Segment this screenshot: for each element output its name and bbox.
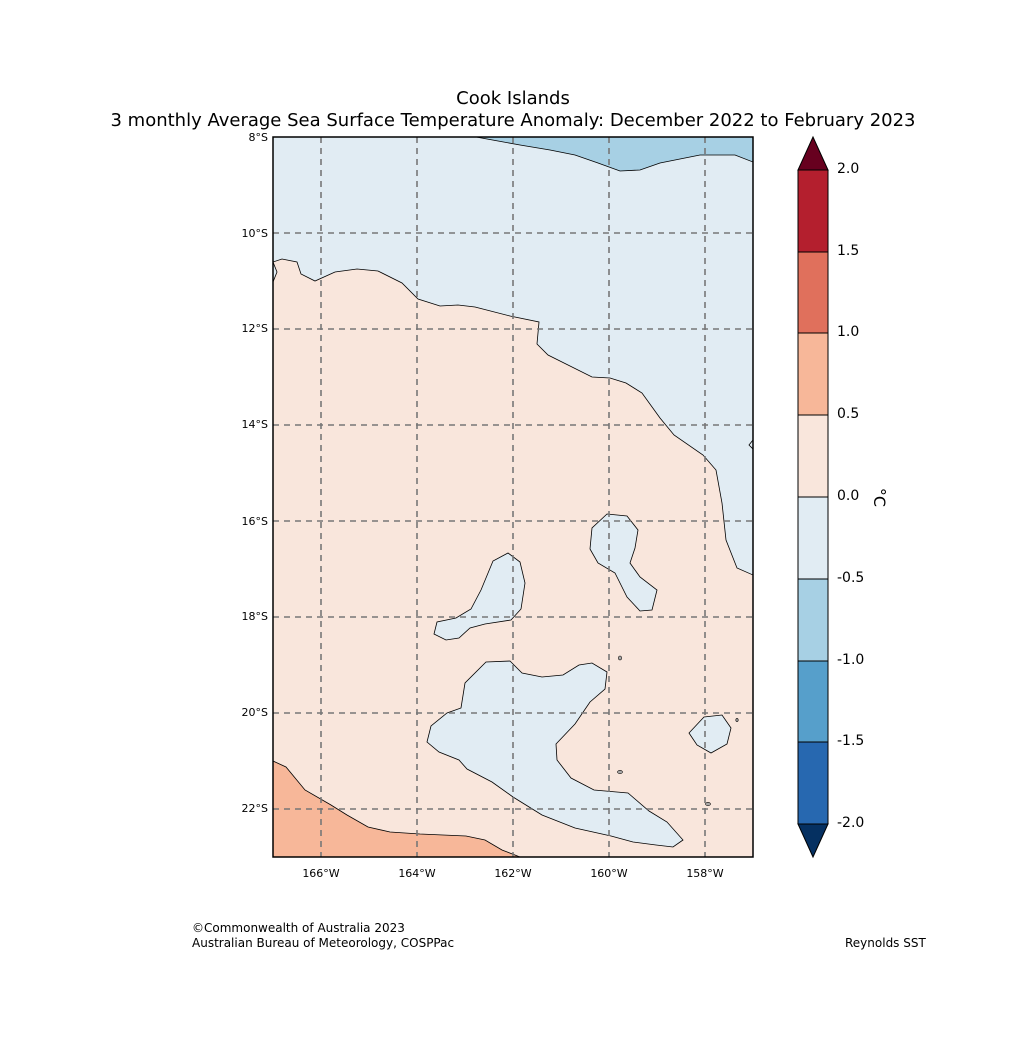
data-source-text: Reynolds SST xyxy=(845,936,926,950)
map-frame xyxy=(272,136,754,858)
colorbar-band-05-10 xyxy=(797,332,829,416)
colorbar-band-n15-n10 xyxy=(797,660,829,743)
lat-label: 16°S xyxy=(241,515,268,528)
lat-label: 12°S xyxy=(241,322,268,335)
colorbar-tick: -1.0 xyxy=(837,652,865,668)
colorbar-band-10-15 xyxy=(797,251,829,334)
lat-label: 10°S xyxy=(241,227,268,240)
lat-label: 22°S xyxy=(241,802,268,815)
colorbar-tick: 1.0 xyxy=(837,324,860,340)
lat-label: 20°S xyxy=(241,706,268,719)
lat-label: 14°S xyxy=(241,418,268,431)
lat-label: 8°S xyxy=(248,131,268,144)
region-cool-top xyxy=(475,137,753,172)
colorbar-tick: -0.5 xyxy=(837,570,865,586)
colorbar-tick: -1.5 xyxy=(837,733,865,749)
colorbar-tick: 0.0 xyxy=(837,488,860,504)
patch-cool-4 xyxy=(688,714,732,754)
lon-label: 158°W xyxy=(686,867,724,880)
patch-cool-1 xyxy=(433,552,526,641)
map-title: Cook Islands xyxy=(456,88,570,109)
lon-label: 160°W xyxy=(590,867,628,880)
colorbar-extend-bottom xyxy=(797,823,829,859)
colorbar-band-n10-n05 xyxy=(797,578,829,662)
region-cool-north xyxy=(273,137,753,576)
colorbar-band-n05-00 xyxy=(797,496,829,580)
colorbar-band-15-20 xyxy=(797,169,829,253)
colorbar-tick: -2.0 xyxy=(837,815,865,831)
colorbar-band-00-05 xyxy=(797,414,829,498)
copyright-text: ©Commonwealth of Australia 2023 xyxy=(192,921,405,935)
colorbar-tick: 0.5 xyxy=(837,406,860,422)
colorbar-tick: 2.0 xyxy=(837,161,860,177)
map-subtitle: 3 monthly Average Sea Surface Temperatur… xyxy=(110,110,916,131)
region-warm-sw xyxy=(273,760,521,857)
lon-label: 166°W xyxy=(302,867,340,880)
lon-label: 162°W xyxy=(494,867,532,880)
colorbar-extend-top xyxy=(797,135,829,171)
agency-text: Australian Bureau of Meteorology, COSPPa… xyxy=(192,936,455,950)
colorbar-band-n20-n15 xyxy=(797,741,829,825)
patch-cool-3 xyxy=(426,660,684,848)
colorbar xyxy=(797,135,829,859)
lat-label: 18°S xyxy=(241,610,268,623)
lon-label: 164°W xyxy=(398,867,436,880)
graticule xyxy=(273,137,753,857)
patch-cool-2 xyxy=(589,513,658,612)
colorbar-unit: °C xyxy=(870,487,890,508)
colorbar-tick: 1.5 xyxy=(837,243,860,259)
